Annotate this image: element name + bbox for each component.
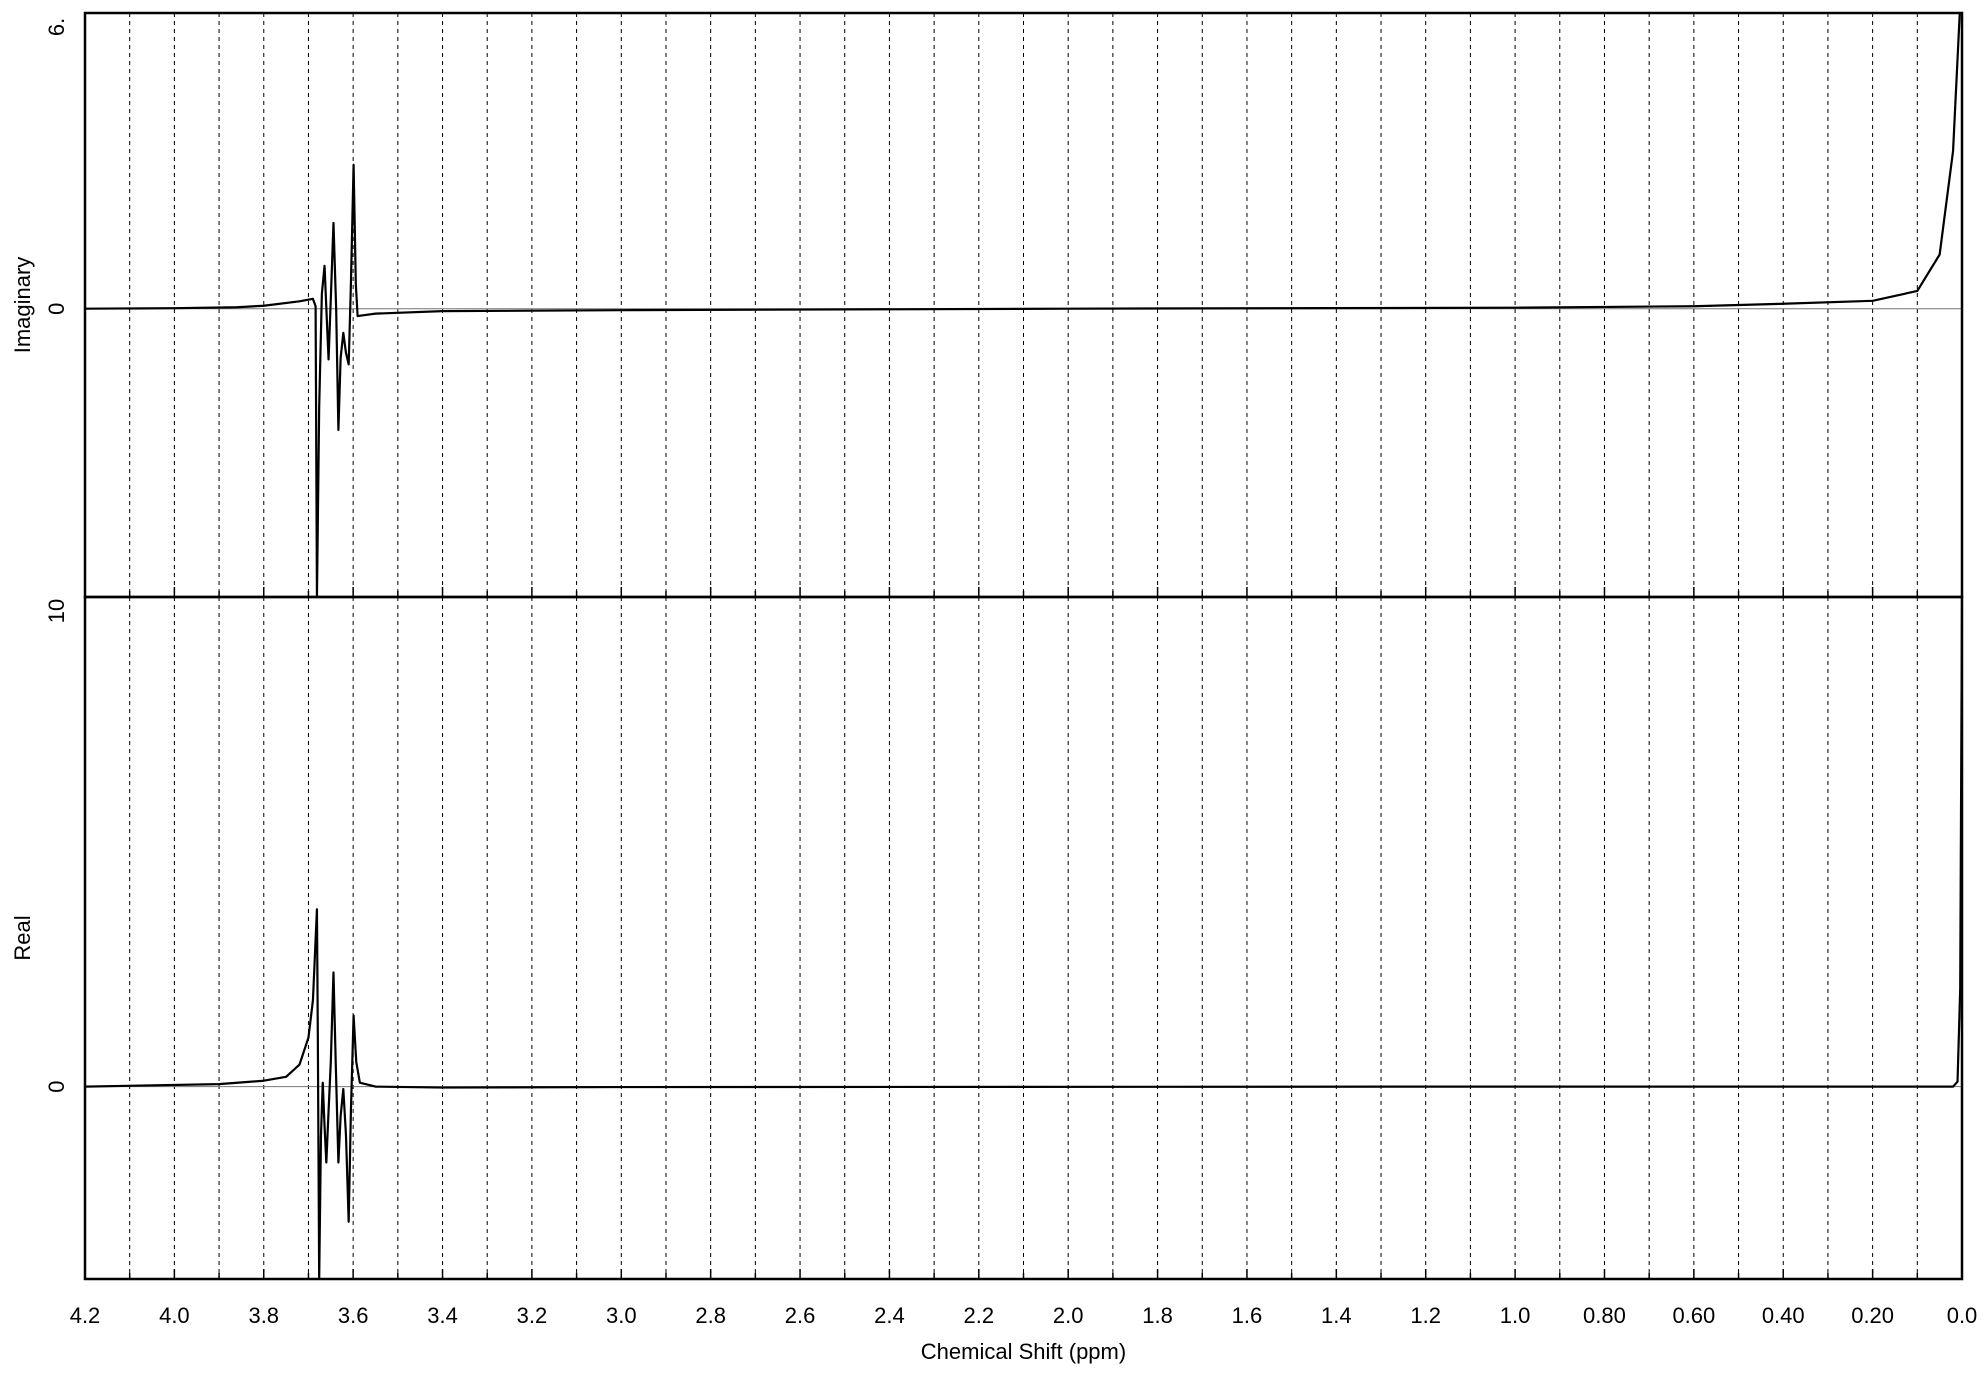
x-tick-label: 4.0 [159,1303,190,1328]
x-tick-label: 0.40 [1762,1303,1805,1328]
x-tick-label: 1.6 [1232,1303,1263,1328]
x-tick-label: 1.0 [1500,1303,1531,1328]
x-tick-label: 2.8 [695,1303,726,1328]
panel-frame [83,595,1964,1281]
x-tick-label: 4.2 [70,1303,101,1328]
x-tick-label: 1.2 [1410,1303,1441,1328]
x-tick-label: 3.4 [427,1303,458,1328]
x-tick-label: 0.20 [1851,1303,1894,1328]
y-tick-label: 0 [44,1080,69,1092]
x-tick-label: 3.8 [248,1303,279,1328]
x-tick-label: 0.0 [1947,1303,1978,1328]
y-tick-label: 10 [44,599,69,623]
x-tick-label: 2.4 [874,1303,905,1328]
spectrum-line [85,13,1961,597]
y-tick-label: 6. [44,18,69,36]
x-tick-label: 0.60 [1672,1303,1715,1328]
curve-group [85,597,1962,1279]
x-tick-label: 1.8 [1142,1303,1173,1328]
y-axis-title: Real [10,915,35,960]
x-axis-title: Chemical Shift (ppm) [921,1339,1126,1364]
y-tick-label: 0 [44,303,69,315]
x-tick-label: 2.0 [1053,1303,1084,1328]
x-tick-label: 2.2 [964,1303,995,1328]
x-tick-label: 3.2 [517,1303,548,1328]
x-tick-label: 2.6 [785,1303,816,1328]
spectrum-line [85,597,1962,1279]
x-tick-label: 3.6 [338,1303,369,1328]
x-tick-label: 0.80 [1583,1303,1626,1328]
y-axis-title: Imaginary [10,257,35,354]
x-tick-label: 3.0 [606,1303,637,1328]
curve-group [85,13,1961,597]
x-tick-label: 1.4 [1321,1303,1352,1328]
